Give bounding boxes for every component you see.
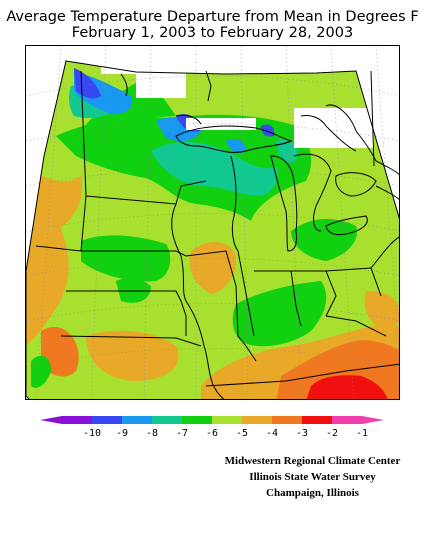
canada-border — [120, 70, 375, 167]
legend-arrow-high — [362, 416, 384, 424]
legend-swatch — [182, 416, 212, 424]
lat-lon-grid — [26, 46, 399, 399]
map-date-range: February 1, 2003 to February 28, 2003 — [71, 25, 354, 41]
legend-swatch — [332, 416, 362, 424]
legend-swatch — [302, 416, 332, 424]
legend-swatch — [122, 416, 152, 424]
contour-minus7-central-north — [151, 141, 278, 196]
legend-tick-label: -3 — [295, 428, 309, 439]
contour-minus9-east — [261, 124, 275, 137]
legend-tick-label: -5 — [235, 428, 249, 439]
legend-tick-label: -6 — [205, 428, 219, 439]
contour-minus6-west-central — [81, 235, 171, 282]
no-data-area — [186, 118, 256, 130]
state-boundaries — [35, 70, 399, 399]
contour-minus6-southeast — [232, 281, 327, 347]
legend-arrow-low — [40, 416, 62, 424]
legend-tick-label: -1 — [355, 428, 369, 439]
legend-swatch — [272, 416, 302, 424]
contour-minus8-lake — [226, 139, 246, 153]
contour-minus3-west — [41, 326, 79, 377]
contour-minus4-southwest — [86, 330, 179, 381]
no-data-area — [101, 64, 141, 74]
domain-outline — [26, 60, 399, 399]
credit-survey: Illinois State Water Survey — [249, 471, 376, 483]
temperature-departure-map — [25, 45, 400, 400]
contour-minus4-east — [364, 291, 399, 331]
legend-tick-label: -2 — [325, 428, 339, 439]
legend-tick-label: -4 — [265, 428, 279, 439]
contour-minus6-southwest — [31, 355, 51, 388]
great-lakes — [175, 104, 399, 252]
credit-center: Midwestern Regional Climate Center — [224, 455, 401, 467]
legend-tick-label: -10 — [82, 428, 102, 439]
no-data-area — [294, 108, 374, 148]
contour-minus7-northeast — [276, 139, 298, 163]
contour-minus6-east — [291, 219, 357, 261]
legend-tick-label: -7 — [175, 428, 189, 439]
contour-minus2-southeast — [306, 375, 388, 399]
credit-location: Champaign, Illinois — [266, 487, 359, 499]
legend-bar — [40, 416, 384, 424]
map-graphic — [26, 46, 399, 399]
legend-swatch — [152, 416, 182, 424]
legend-tick-label: -8 — [145, 428, 159, 439]
contour-minus4-central — [189, 241, 237, 294]
map-title: Average Temperature Departure from Mean … — [6, 9, 419, 25]
legend-swatch — [92, 416, 122, 424]
legend-swatch — [242, 416, 272, 424]
legend-swatch — [212, 416, 242, 424]
legend-tick-label: -9 — [115, 428, 129, 439]
legend-swatch — [62, 416, 92, 424]
color-legend: -10 -9 -8 -7 -6 -5 -4 -3 -2 -1 — [40, 412, 385, 442]
